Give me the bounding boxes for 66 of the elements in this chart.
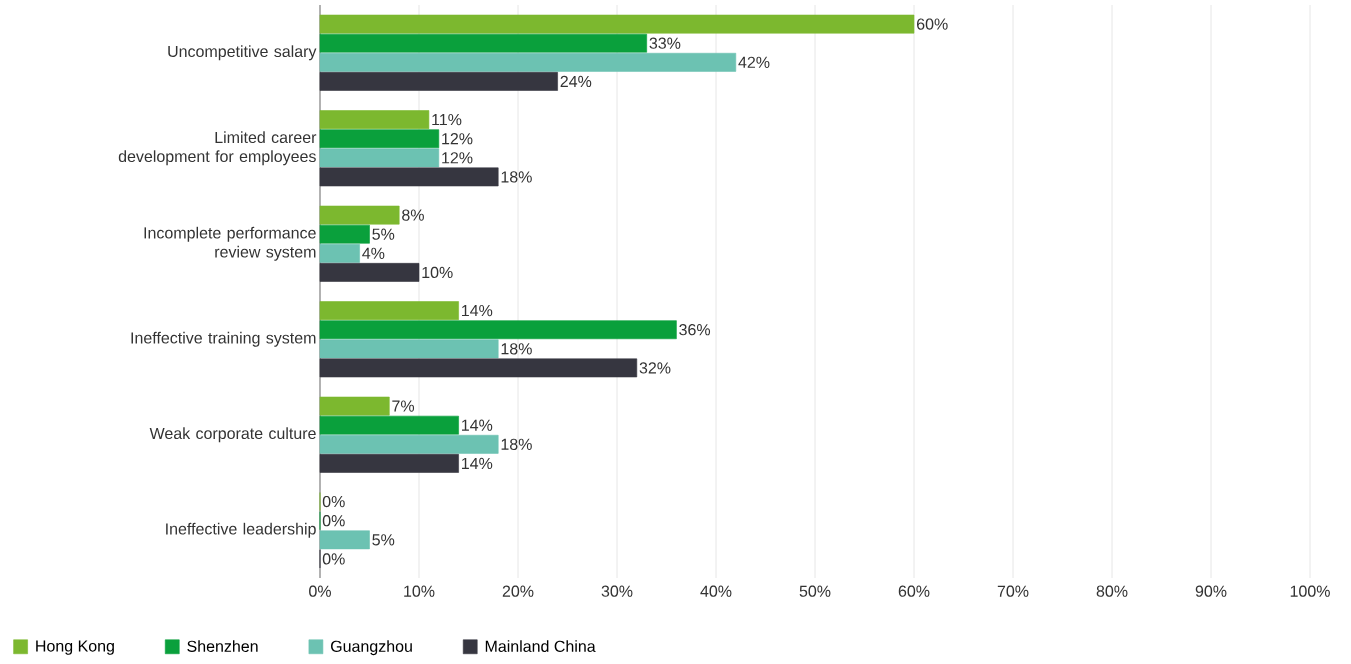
bar: [319, 339, 499, 359]
x-tick-label: 50%: [799, 585, 831, 597]
x-tick-label: 0%: [309, 585, 331, 597]
bar: [319, 14, 915, 34]
data-label: 32%: [639, 362, 671, 374]
data-label: 4%: [362, 247, 385, 259]
data-label: 0%: [322, 553, 345, 565]
x-tick-label: 20%: [502, 585, 534, 597]
data-label: 0%: [322, 495, 345, 508]
y-tick-label: Ineffective leadership: [166, 522, 316, 538]
bar: [319, 454, 459, 473]
data-label: 0%: [322, 515, 345, 527]
x-tick-label: 60%: [898, 585, 930, 597]
x-tick-label: 100%: [1290, 585, 1330, 597]
bar: [319, 167, 499, 187]
y-tick-label: Limited career development for employees: [118, 131, 317, 166]
y-tick-label: Incomplete performance review system: [144, 226, 316, 261]
data-label: 11%: [432, 114, 462, 126]
data-label: 5%: [372, 228, 395, 240]
data-label: 36%: [679, 324, 711, 336]
data-label: 33%: [649, 37, 681, 49]
y-tick-label: Weak corporate culture: [149, 427, 316, 443]
bar: [319, 110, 430, 129]
x-tick-label: 30%: [601, 585, 633, 597]
bar: [319, 530, 370, 550]
data-label: 12%: [442, 133, 473, 145]
data-label: 14%: [462, 305, 493, 317]
bar: [319, 224, 370, 244]
x-tick-label: 90%: [1195, 585, 1227, 597]
bar: [319, 263, 420, 282]
x-tick-label: 70%: [997, 585, 1029, 597]
data-label: 14%: [462, 419, 493, 431]
data-label: 18%: [501, 171, 532, 183]
bar: [319, 301, 459, 320]
legend-label: Shenzhen: [187, 640, 258, 652]
bar: [319, 358, 638, 378]
y-tick-label: Ineffective training system: [131, 331, 316, 347]
bar: [319, 415, 459, 435]
data-label: 5%: [372, 534, 395, 546]
bar: [319, 434, 499, 454]
data-label: 18%: [501, 343, 532, 355]
bar: [319, 205, 400, 225]
y-tick-label: Uncompetitive salary: [168, 45, 317, 61]
data-label: 14%: [462, 457, 493, 470]
data-label: 60%: [917, 18, 948, 30]
bar: [319, 320, 677, 340]
legend-label: Guangzhou: [331, 640, 412, 656]
data-label: 10%: [422, 266, 453, 279]
data-label: 24%: [560, 75, 592, 88]
legend-label: Hong Kong: [36, 640, 114, 655]
data-label: 12%: [442, 152, 473, 164]
x-tick-label: 10%: [404, 585, 435, 597]
bar: [319, 148, 440, 168]
data-label: 18%: [501, 438, 532, 450]
data-label: 8%: [402, 209, 424, 221]
data-label: 7%: [392, 400, 415, 412]
bar: [319, 72, 558, 91]
bar: [319, 396, 390, 416]
x-tick-label: 40%: [700, 585, 732, 597]
x-tick-label: 80%: [1096, 585, 1128, 597]
bar: [319, 52, 737, 72]
bar: [319, 129, 440, 149]
data-label: 42%: [738, 56, 770, 68]
bar: [319, 33, 647, 53]
bar: [319, 243, 360, 263]
legend-label: Mainland China: [485, 640, 596, 652]
